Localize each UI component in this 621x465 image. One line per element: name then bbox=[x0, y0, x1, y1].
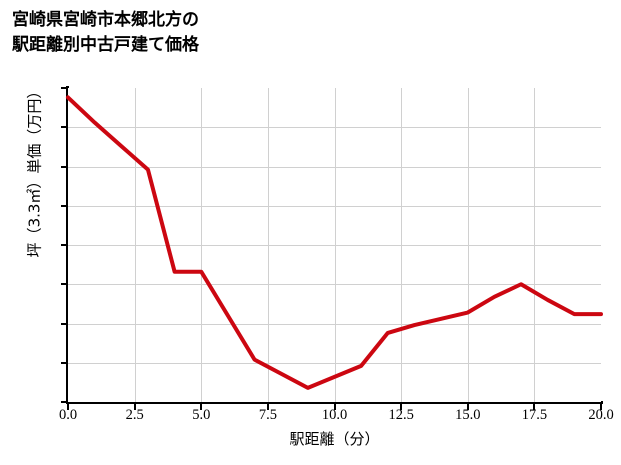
gridline-vertical bbox=[267, 88, 269, 402]
y-tick-mark bbox=[61, 204, 67, 207]
x-tick-label: 12.5 bbox=[388, 407, 414, 423]
y-axis-spine bbox=[66, 86, 69, 404]
x-tick-mark bbox=[400, 404, 403, 410]
gridline-vertical bbox=[134, 88, 136, 402]
x-tick-mark bbox=[600, 404, 602, 410]
y-tick-mark bbox=[61, 165, 67, 168]
x-axis-spine bbox=[66, 401, 603, 404]
plot-area bbox=[66, 88, 603, 402]
x-tick-label: 7.5 bbox=[258, 407, 277, 423]
x-tick-mark bbox=[200, 404, 203, 410]
x-tick-label: 5.0 bbox=[192, 407, 211, 423]
series-layer bbox=[66, 95, 603, 390]
series-line-price bbox=[66, 95, 603, 390]
y-tick-mark bbox=[61, 361, 67, 364]
gridline-vertical bbox=[534, 88, 536, 402]
x-tick-label: 10.0 bbox=[321, 407, 348, 423]
gridline-vertical bbox=[334, 88, 336, 402]
x-tick-label: 15.0 bbox=[455, 407, 481, 423]
y-tick-mark bbox=[61, 87, 67, 89]
gridline-vertical bbox=[401, 88, 403, 402]
y-tick-mark bbox=[61, 126, 67, 129]
y-tick-mark bbox=[61, 401, 67, 403]
x-tick-label: 0.0 bbox=[58, 407, 78, 423]
x-tick-mark bbox=[266, 404, 269, 410]
x-tick-label: 20.0 bbox=[588, 407, 614, 423]
y-tick-mark bbox=[61, 322, 67, 325]
x-tick-mark bbox=[466, 404, 469, 410]
x-tick-label: 2.5 bbox=[125, 407, 144, 423]
x-tick-mark bbox=[67, 404, 69, 410]
chart-title: 宮崎県宮崎市本郷北方の 駅距離別中古戸建て価格 bbox=[12, 10, 199, 55]
y-tick-mark bbox=[61, 283, 67, 286]
x-tick-mark bbox=[333, 404, 336, 410]
y-tick-mark bbox=[61, 244, 67, 246]
y-axis-label: 坪（3.3㎡）単価（万円） bbox=[25, 83, 44, 258]
x-axis-label: 駅距離（分） bbox=[289, 430, 380, 448]
gridline-vertical bbox=[201, 88, 203, 402]
x-tick-mark bbox=[133, 404, 136, 410]
x-tick-mark bbox=[533, 404, 536, 410]
x-tick-label: 17.5 bbox=[521, 407, 548, 423]
gridline-vertical bbox=[467, 88, 469, 402]
